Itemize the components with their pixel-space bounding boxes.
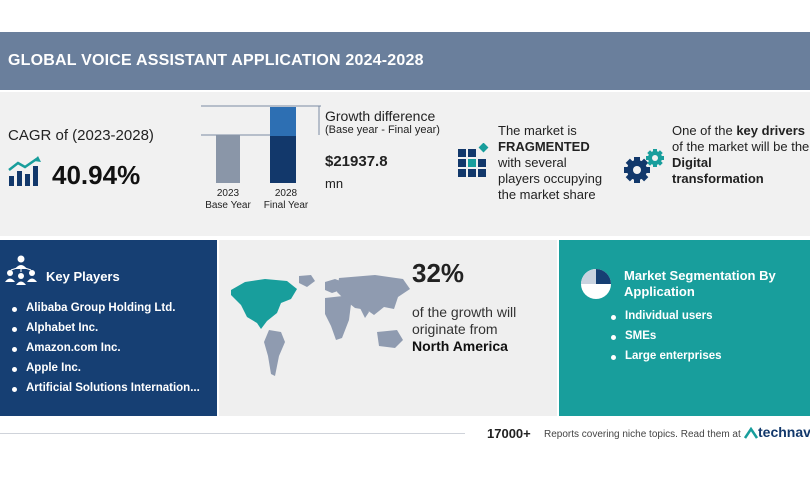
growth-bracket [201, 105, 321, 136]
segmentation-panel: Market Segmentation By Application Indiv… [559, 240, 810, 416]
brand-name[interactable]: technavi [758, 424, 810, 440]
segment-item: Individual users [625, 310, 713, 322]
player-item: Alibaba Group Holding Ltd. [26, 302, 176, 314]
drivers-line-1-pre: One of the [672, 123, 737, 138]
base-year-value: 2023 [216, 188, 240, 199]
region-percent: 32% [412, 258, 465, 288]
final-year-value: 2028 [274, 188, 298, 199]
segment-item: Large enterprises [625, 350, 722, 362]
bullet [611, 335, 616, 340]
page-title: GLOBAL VOICE ASSISTANT APPLICATION 2024-… [8, 52, 424, 69]
drivers-line-3: Digital [672, 155, 712, 170]
cagr-value: 40.94% [52, 160, 141, 190]
bullet [12, 347, 17, 352]
stats-band [0, 92, 810, 236]
player-item: Apple Inc. [26, 362, 81, 374]
pie-chart-icon [581, 269, 611, 299]
drivers-line-1: One of the key drivers [672, 123, 805, 138]
player-item: Alphabet Inc. [26, 322, 99, 334]
region-line-3: North America [412, 338, 508, 354]
people-network-icon [5, 255, 37, 285]
segment-item: SMEs [625, 330, 657, 342]
cagr-label: CAGR of (2023-2028) [8, 127, 154, 144]
key-players-panel: Key Players Alibaba Group Holding Ltd. A… [0, 240, 217, 416]
footer-text: Reports covering niche topics. Read them… [544, 429, 741, 440]
bullet [12, 307, 17, 312]
bullet [611, 355, 616, 360]
drivers-line-2: of the market will be the [672, 139, 810, 154]
bar-final-year-base [270, 136, 296, 183]
market-line-4: players occupying [498, 171, 603, 186]
bar-base-year [216, 135, 240, 183]
region-line-2: originate from [412, 321, 498, 337]
market-line-5: the market share [498, 187, 596, 202]
region-panel: 32% of the growth will originate from No… [219, 240, 557, 416]
growth-unit: mn [325, 176, 344, 191]
footer-count: 17000+ [487, 426, 531, 441]
brand-logo-icon [744, 427, 758, 439]
player-item: Artificial Solutions Internation... [26, 382, 200, 394]
market-line-2: FRAGMENTED [498, 139, 590, 154]
growth-chart-icon [8, 156, 41, 186]
segmentation-title-2: Application [624, 284, 695, 299]
drivers-line-4: transformation [672, 171, 764, 186]
growth-subtitle: (Base year - Final year) [325, 124, 440, 136]
bullet [611, 315, 616, 320]
player-item: Amazon.com Inc. [26, 342, 121, 354]
bullet [12, 327, 17, 332]
final-year-label: 2028 Final Year [258, 188, 314, 212]
market-line-3: with several [498, 155, 567, 170]
growth-amount: $21937.8 [325, 153, 388, 170]
region-line-1: of the growth will [412, 304, 517, 320]
bullet [12, 367, 17, 372]
key-players-title: Key Players [46, 269, 120, 284]
base-year-label: 2023 Base Year [200, 188, 256, 212]
segmentation-title-1: Market Segmentation By [624, 268, 776, 283]
fragmented-blocks-icon [458, 143, 489, 177]
title-bar: GLOBAL VOICE ASSISTANT APPLICATION 2024-… [0, 32, 810, 90]
growth-title: Growth difference [325, 108, 436, 124]
footer-divider [0, 433, 465, 434]
final-year-caption: Final Year [263, 200, 309, 211]
bullet [12, 387, 17, 392]
bar-final-year-growth [270, 107, 296, 136]
world-map-icon [231, 275, 410, 376]
drivers-line-1-bold: key drivers [736, 123, 805, 138]
base-year-caption: Base Year [205, 200, 251, 211]
gears-icon [624, 149, 664, 183]
market-line-1: The market is [498, 123, 577, 138]
